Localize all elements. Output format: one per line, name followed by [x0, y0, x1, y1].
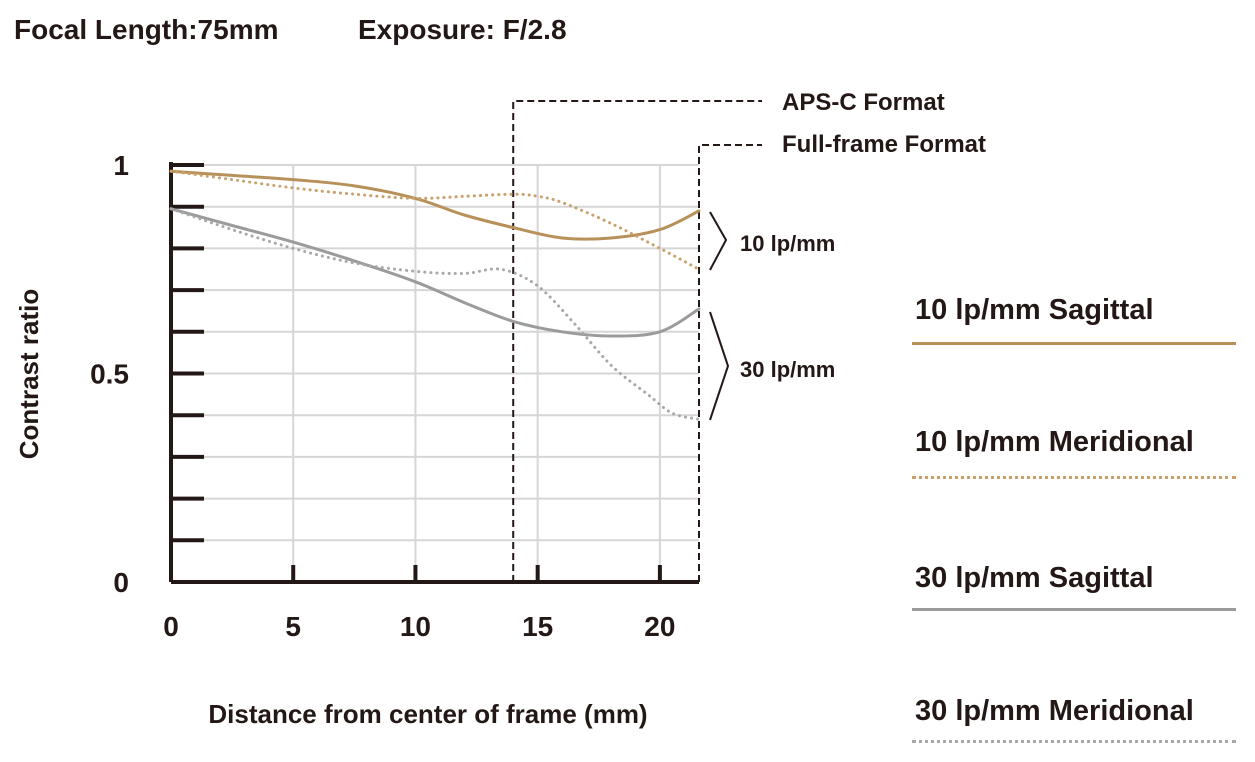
legend-line-10lp-sagittal: [912, 342, 1236, 345]
y-axis-label: Contrast ratio: [14, 289, 44, 459]
x-axis-label: Distance from center of frame (mm): [208, 699, 647, 729]
format-markers: APS-C Format Full-frame Format: [512, 89, 986, 582]
exposure-label: Exposure: F/2.8: [358, 14, 567, 45]
bracket-30lp: [709, 311, 730, 421]
legend-label-10lp-sagittal: 10 lp/mm Sagittal: [915, 294, 1154, 326]
frequency-brackets: 10 lp/mm 30 lp/mm: [709, 211, 835, 421]
legend-line-10lp-meridional: [912, 476, 1236, 479]
bracket-10lp: [709, 211, 728, 271]
aps-c-format-label: APS-C Format: [782, 89, 945, 116]
legend-line-30lp-sagittal: [912, 608, 1236, 611]
series-line-30-lp-mm-sagittal: [169, 207, 701, 338]
y-tick-label: 0: [113, 567, 129, 598]
group-label-10lp: 10 lp/mm: [740, 231, 835, 256]
focal-length-label: Focal Length:75mm: [14, 14, 279, 45]
x-tick-label: 10: [400, 611, 431, 642]
series-line-30-lp-mm-meridional: [169, 207, 701, 421]
full-frame-boundary-line: [698, 144, 762, 582]
series: [169, 169, 701, 421]
series-line-10-lp-mm-sagittal: [169, 169, 701, 241]
legend-label-30lp-sagittal: 30 lp/mm Sagittal: [915, 562, 1154, 594]
x-tick-label: 0: [163, 611, 179, 642]
full-frame-format-label: Full-frame Format: [782, 131, 986, 158]
aps-c-boundary-line: [512, 100, 762, 582]
y-tick-label: 0.5: [90, 359, 129, 390]
x-tick-label: 5: [285, 611, 301, 642]
x-tick-label: 15: [522, 611, 553, 642]
series-line-10-lp-mm-meridional: [169, 169, 701, 271]
legend-line-30lp-meridional: [912, 740, 1236, 743]
axes: 00.510 5 10 15 20: [90, 150, 699, 642]
y-tick-label: 1: [113, 150, 129, 181]
x-tick-label: 20: [644, 611, 675, 642]
group-label-30lp: 30 lp/mm: [740, 357, 835, 382]
legend-label-30lp-meridional: 30 lp/mm Meridional: [915, 695, 1194, 727]
legend-label-10lp-meridional: 10 lp/mm Meridional: [915, 426, 1194, 458]
